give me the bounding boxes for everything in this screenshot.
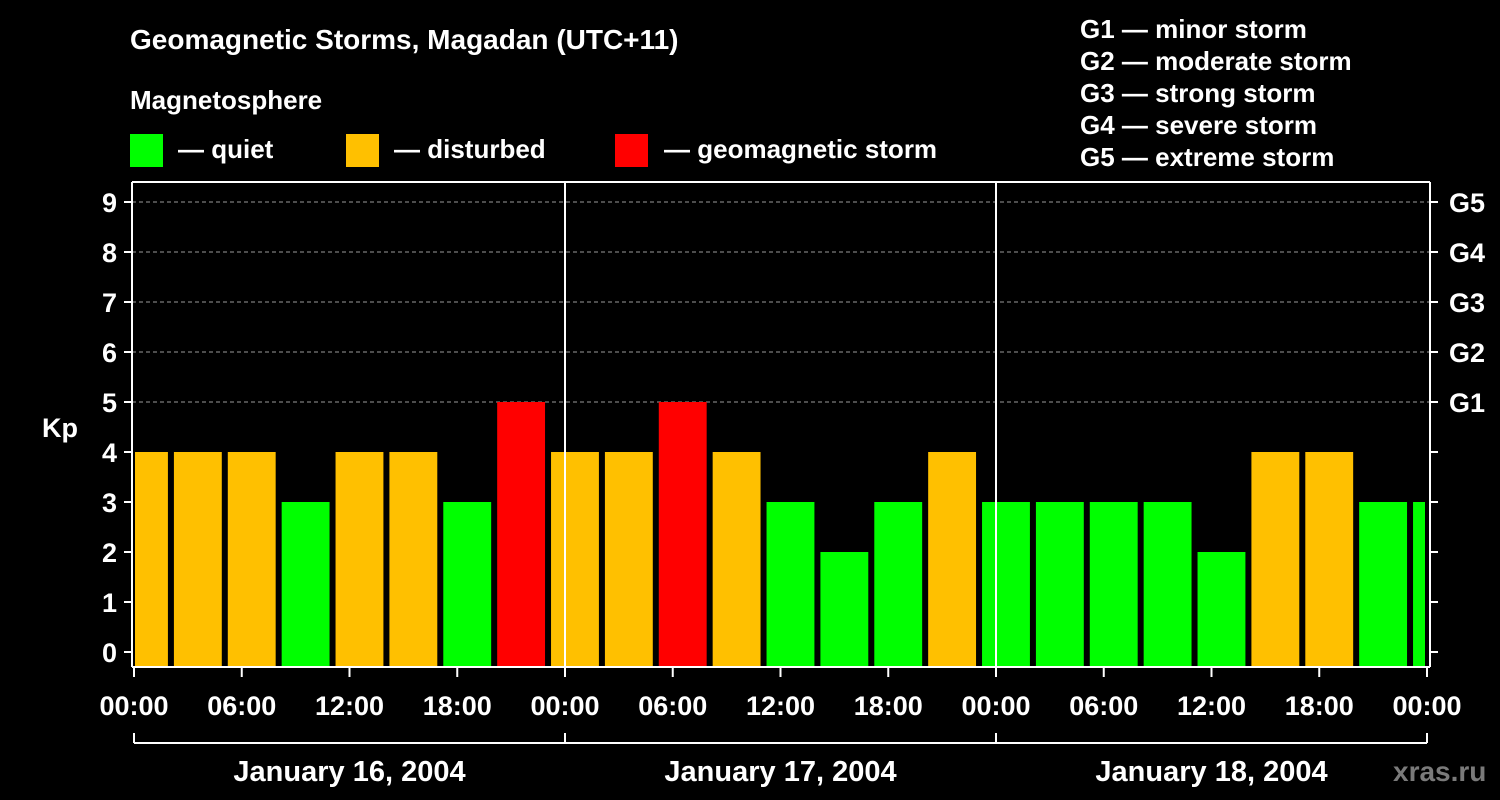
x-tick-label-10: 12:00 (1177, 691, 1246, 721)
x-tick-label-12: 00:00 (1392, 691, 1461, 721)
legend-swatch-quiet (130, 134, 163, 167)
scale-g3: G3 — strong storm (1080, 78, 1315, 108)
right-axis-label-g4: G4 (1449, 238, 1485, 268)
bar-8 (551, 452, 599, 667)
bar-12 (766, 502, 815, 667)
legend-label-quiet: — quiet (178, 134, 274, 164)
legend-label-storm: — geomagnetic storm (664, 134, 937, 164)
legend-swatch-storm (615, 134, 648, 167)
bar-20 (1197, 552, 1246, 667)
x-tick-label-2: 12:00 (315, 691, 384, 721)
y-tick-label-9: 9 (102, 188, 117, 218)
bar-10 (658, 402, 707, 667)
legend-label-disturbed: — disturbed (394, 134, 546, 164)
bar-2 (227, 452, 276, 667)
y-tick-label-8: 8 (102, 238, 117, 268)
bar-18 (1089, 502, 1138, 667)
bar-11 (712, 452, 761, 667)
y-tick-label-4: 4 (102, 438, 117, 468)
bar-22 (1305, 452, 1354, 667)
axes (124, 181, 1438, 744)
chart-title: Geomagnetic Storms, Magadan (UTC+11) (130, 24, 678, 55)
bar-6 (443, 502, 492, 667)
right-axis-label-g5: G5 (1449, 188, 1485, 218)
bar-15 (928, 452, 977, 667)
bar-7 (497, 402, 546, 667)
day-label-0: January 16, 2004 (233, 756, 465, 788)
bar-19 (1143, 502, 1192, 667)
bar-0 (135, 452, 168, 667)
day-label-2: January 18, 2004 (1095, 756, 1327, 788)
bar-16 (982, 502, 1030, 667)
legend-section-title: Magnetosphere (130, 85, 322, 115)
legend-swatch-disturbed (346, 134, 379, 167)
right-axis-label-g3: G3 (1449, 288, 1485, 318)
x-tick-label-1: 06:00 (207, 691, 276, 721)
scale-g5: G5 — extreme storm (1080, 142, 1334, 172)
day-label-1: January 17, 2004 (664, 756, 896, 788)
x-tick-label-5: 06:00 (638, 691, 707, 721)
x-tick-label-3: 18:00 (423, 691, 492, 721)
y-tick-label-1: 1 (102, 588, 117, 618)
bar-9 (604, 452, 653, 667)
brand-watermark: xras.ru (1393, 756, 1486, 787)
right-axis-label-g1: G1 (1449, 388, 1485, 418)
y-tick-label-7: 7 (102, 288, 117, 318)
bar-24 (1413, 502, 1425, 667)
y-axis-label: Kp (42, 413, 78, 443)
x-tick-label-6: 12:00 (746, 691, 815, 721)
bar-1 (173, 452, 222, 667)
y-tick-label-0: 0 (102, 638, 117, 668)
bar-14 (874, 502, 923, 667)
x-tick-label-7: 18:00 (854, 691, 923, 721)
y-tick-label-6: 6 (102, 338, 117, 368)
y-tick-label-3: 3 (102, 488, 117, 518)
bar-5 (389, 452, 438, 667)
tick-labels: 0 1 2 3 4 5 6 7 8 9 G1 G2 G3 G4 G5 00:00 06:00 12:00 18:00… (99, 188, 1485, 788)
x-tick-label-8: 00:00 (961, 691, 1030, 721)
bar-3 (281, 502, 330, 667)
x-tick-label-11: 18:00 (1285, 691, 1354, 721)
y-tick-label-2: 2 (102, 538, 117, 568)
scale-g4: G4 — severe storm (1080, 110, 1317, 140)
bar-23 (1359, 502, 1408, 667)
right-axis-label-g2: G2 (1449, 338, 1485, 368)
bar-4 (335, 452, 384, 667)
bar-13 (820, 552, 869, 667)
bars (135, 402, 1425, 667)
x-tick-label-0: 00:00 (99, 691, 168, 721)
x-tick-label-9: 06:00 (1069, 691, 1138, 721)
scale-g2: G2 — moderate storm (1080, 46, 1352, 76)
bar-17 (1035, 502, 1084, 667)
bar-21 (1251, 452, 1300, 667)
grid-lines (132, 201, 1430, 403)
x-tick-label-4: 00:00 (530, 691, 599, 721)
scale-g1: G1 — minor storm (1080, 14, 1307, 44)
y-tick-label-5: 5 (102, 388, 117, 418)
